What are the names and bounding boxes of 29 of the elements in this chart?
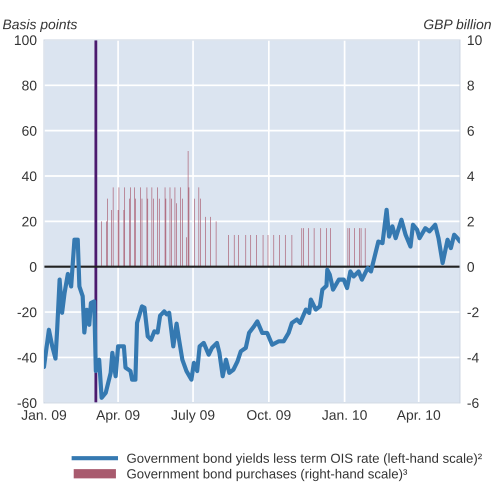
legend-label: Government bond purchases (right-hand scale)³ — [127, 468, 408, 482]
y-tick-label: 0 — [30, 262, 36, 272]
y2-tick-label: -6 — [467, 398, 479, 408]
y2-tick-label: -4 — [467, 352, 479, 362]
x-tick-label: Jan. 10 — [322, 410, 367, 420]
y-tick-label: -60 — [18, 398, 36, 408]
y2-tick-label: 0 — [467, 262, 474, 272]
y-tick-label: 60 — [22, 126, 36, 136]
x-tick-label: Apr. 09 — [96, 410, 140, 423]
x-tick-label: Jan. 09 — [21, 410, 66, 420]
y2-tick-label: 6 — [468, 126, 474, 136]
y-tick-label: 20 — [22, 216, 36, 227]
y2-tick-label: -2 — [467, 307, 479, 318]
y-tick-label: 40 — [22, 171, 36, 182]
line-series — [44, 208, 460, 400]
y-tick-label: 100 — [14, 35, 36, 46]
y2-tick-label: 2 — [468, 216, 474, 226]
y-axis-title: Basis points — [2, 19, 78, 32]
y-tick-label: -40 — [18, 352, 36, 363]
y2-tick-label: 10 — [468, 35, 482, 46]
y2-tick-label: 4 — [467, 171, 474, 182]
y2-axis-title: GBP billion — [424, 19, 491, 30]
y-tick-label: -20 — [18, 307, 36, 318]
y-tick-label: 80 — [22, 80, 36, 90]
x-tick-label: Apr. 10 — [396, 410, 440, 423]
legend-label: Government bond yields less term OIS rate (left-hand scale)² — [127, 453, 482, 466]
x-tick-label: Oct. 09 — [247, 410, 291, 420]
x-tick-label: July 09 — [171, 410, 214, 423]
y2-tick-label: 8 — [467, 80, 474, 90]
